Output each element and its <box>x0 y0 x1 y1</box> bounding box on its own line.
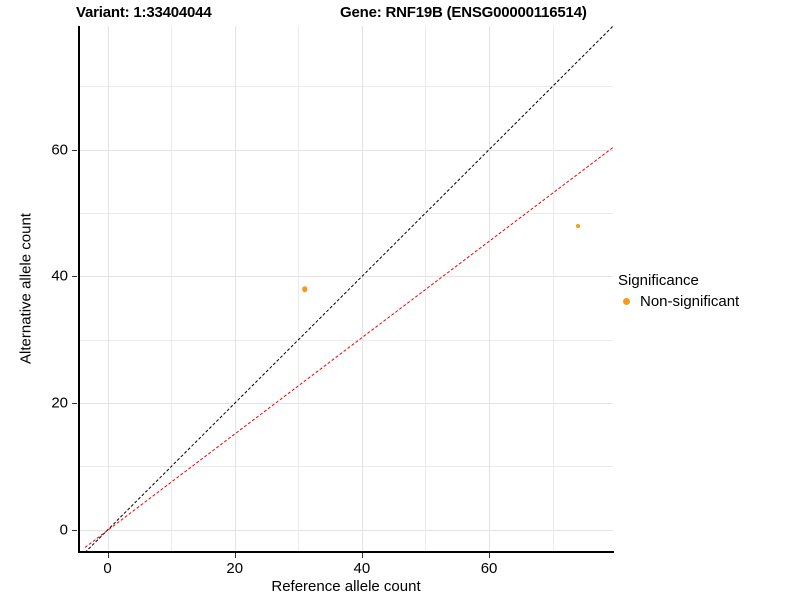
gridline <box>79 86 613 88</box>
gridline <box>552 26 554 552</box>
plot-panel <box>79 26 613 552</box>
legend-entry[interactable]: Non-significant <box>618 292 794 311</box>
x-tick-label: 20 <box>226 560 244 577</box>
y-tick-mark <box>72 149 77 151</box>
y-axis-title: Alternative allele count <box>17 213 35 364</box>
gridline <box>171 26 173 552</box>
y-tick-mark <box>72 276 77 278</box>
gridline <box>107 26 109 552</box>
identity-line <box>84 26 613 552</box>
x-tick-label: 40 <box>353 560 371 577</box>
variant-title: Variant: 1:33404044 <box>76 4 212 21</box>
x-tick-mark <box>107 553 109 558</box>
plot-title-row: Variant: 1:33404044 Gene: RNF19B (ENSG00… <box>0 4 620 24</box>
gridline <box>361 26 363 552</box>
legend-dot-icon <box>618 293 635 310</box>
x-tick-label: 0 <box>103 560 112 577</box>
gridline <box>79 403 613 405</box>
gridline <box>79 466 613 468</box>
legend-title: Significance <box>618 272 699 289</box>
y-tick-label: 0 <box>59 521 68 539</box>
y-tick-label: 20 <box>51 394 68 412</box>
y-tick-mark <box>72 403 77 405</box>
gridline <box>234 26 236 552</box>
data-point[interactable] <box>576 223 581 228</box>
legend-entry-label: Non-significant <box>640 293 740 310</box>
gridline <box>79 149 613 151</box>
y-tick-label: 40 <box>51 267 68 285</box>
y-axis-line <box>78 26 80 553</box>
gridline <box>79 212 613 214</box>
y-tick-mark <box>72 529 77 531</box>
x-tick-mark <box>361 553 363 558</box>
x-axis-title: Reference allele count <box>271 578 421 595</box>
x-tick-label: 60 <box>480 560 498 577</box>
gridline <box>79 529 613 531</box>
y-tick-label: 60 <box>51 141 68 159</box>
x-tick-mark <box>489 553 491 558</box>
gridline <box>298 26 300 552</box>
data-point[interactable] <box>301 286 308 292</box>
legend-entries: Non-significant <box>618 292 794 311</box>
gridline <box>425 26 427 552</box>
gridline <box>79 276 613 278</box>
y-axis-ticks: 0 20 40 60 <box>0 0 77 600</box>
x-axis-line <box>78 551 614 553</box>
expected-ratio-line <box>85 147 613 548</box>
legend: Significance Non-significant <box>618 272 794 311</box>
gridline <box>79 339 613 341</box>
gene-title: Gene: RNF19B (ENSG00000116514) <box>340 4 587 21</box>
x-tick-mark <box>234 553 236 558</box>
gridline <box>489 26 491 552</box>
